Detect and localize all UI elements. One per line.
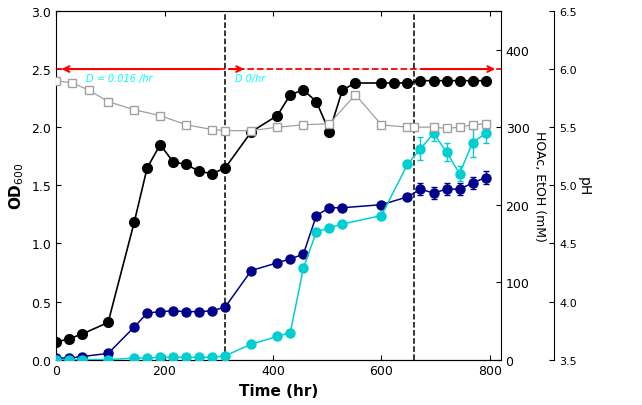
- Y-axis label: pH: pH: [577, 176, 591, 196]
- Y-axis label: HOAc, EtOH (mM): HOAc, EtOH (mM): [533, 130, 546, 241]
- Text: D 0/hr: D 0/hr: [235, 73, 265, 83]
- X-axis label: Time (hr): Time (hr): [239, 383, 318, 398]
- Text: D = 0.016 /hr: D = 0.016 /hr: [86, 73, 152, 83]
- Y-axis label: OD$_{600}$: OD$_{600}$: [7, 162, 26, 209]
